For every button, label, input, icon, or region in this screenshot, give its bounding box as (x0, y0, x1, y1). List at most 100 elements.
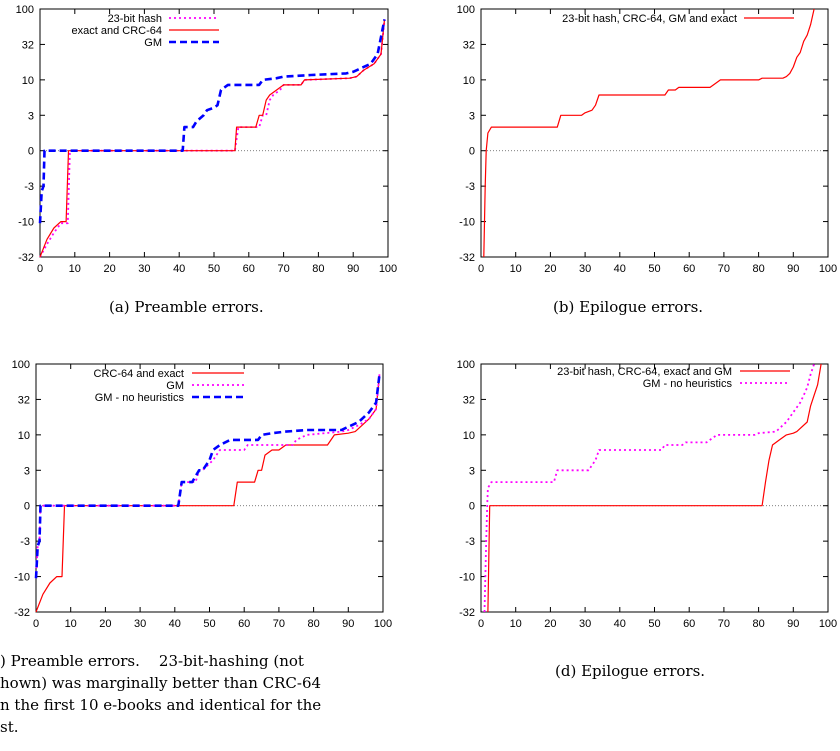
series-line-c-1 (35, 374, 381, 579)
x-tick-label-c: 50 (203, 618, 215, 630)
y-tick-label-b: -32 (459, 252, 475, 264)
plot-frame-d (480, 363, 829, 613)
x-tick-label-a: 30 (138, 263, 150, 275)
series-line-c-0 (35, 374, 381, 613)
y-tick-label-a: 32 (22, 39, 34, 51)
x-tick-label-c: 20 (99, 618, 111, 630)
caption-a: (a) Preamble errors. (109, 298, 264, 316)
y-tick-label-c: 3 (24, 465, 30, 477)
y-tick-label-d: -3 (465, 536, 475, 548)
legend-label-d-1: GM - no heuristics (643, 378, 733, 390)
x-tick-label-a: 10 (69, 263, 81, 275)
x-tick-label-c: 60 (238, 618, 250, 630)
caption-b: (b) Epilogue errors. (553, 298, 704, 316)
x-tick-label-a: 60 (243, 263, 255, 275)
x-tick-label-b: 50 (648, 263, 660, 275)
x-tick-label-d: 60 (683, 618, 695, 630)
x-tick-label-d: 10 (510, 618, 522, 630)
x-tick-label-d: 40 (614, 618, 626, 630)
y-tick-label-b: 100 (457, 4, 475, 16)
y-tick-label-b: 0 (469, 146, 475, 158)
y-tick-label-b: 32 (463, 39, 475, 51)
series-line-b-0 (483, 8, 815, 258)
plot-frame-c (35, 363, 384, 613)
x-tick-label-c: 70 (273, 618, 285, 630)
x-tick-label-b: 70 (718, 263, 730, 275)
y-tick-label-d: 0 (469, 501, 475, 513)
x-tick-label-a: 100 (379, 263, 397, 275)
y-tick-label-a: -32 (18, 252, 34, 264)
y-tick-label-a: 10 (22, 75, 34, 87)
x-tick-label-a: 80 (312, 263, 324, 275)
y-tick-label-a: -3 (24, 181, 34, 193)
y-tick-label-b: -10 (459, 217, 475, 229)
y-tick-label-d: 100 (457, 359, 475, 371)
x-tick-label-c: 100 (374, 618, 392, 630)
y-tick-label-d: 32 (463, 394, 475, 406)
x-tick-label-d: 0 (478, 618, 484, 630)
y-tick-label-a: 100 (16, 4, 34, 16)
y-tick-label-c: -3 (20, 536, 30, 548)
x-tick-label-b: 100 (819, 263, 837, 275)
x-tick-label-b: 30 (579, 263, 591, 275)
y-tick-label-c: -10 (14, 572, 30, 584)
x-tick-label-a: 40 (173, 263, 185, 275)
x-tick-label-a: 70 (277, 263, 289, 275)
y-tick-label-d: 10 (463, 430, 475, 442)
caption-d: (d) Epilogue errors. (555, 662, 706, 680)
series-line-a-1 (39, 19, 386, 258)
x-tick-label-b: 80 (752, 263, 764, 275)
x-tick-label-b: 90 (787, 263, 799, 275)
legend-label-c-1: GM (166, 380, 184, 392)
x-tick-label-b: 40 (614, 263, 626, 275)
y-tick-label-c: 0 (24, 501, 30, 513)
y-tick-label-a: 3 (28, 110, 34, 122)
legend-label-b-0: 23-bit hash, CRC-64, GM and exact (562, 13, 737, 25)
x-tick-label-a: 20 (103, 263, 115, 275)
x-tick-label-a: 50 (208, 263, 220, 275)
series-line-c-2 (34, 374, 381, 579)
y-tick-label-c: 100 (12, 359, 30, 371)
series-line-d-1 (483, 363, 815, 613)
y-tick-label-c: 32 (18, 394, 30, 406)
legend-label-c-0: CRC-64 and exact (94, 368, 185, 380)
x-tick-label-a: 90 (347, 263, 359, 275)
x-tick-label-c: 90 (342, 618, 354, 630)
y-tick-label-d: 3 (469, 465, 475, 477)
x-tick-label-b: 0 (478, 263, 484, 275)
y-tick-label-b: -3 (465, 181, 475, 193)
y-tick-label-c: 10 (18, 430, 30, 442)
caption-c: ) Preamble errors. 23-bit-hashing (not h… (0, 652, 322, 736)
x-tick-label-c: 40 (169, 618, 181, 630)
y-tick-label-b: 10 (463, 75, 475, 87)
y-tick-label-a: 0 (28, 146, 34, 158)
x-tick-label-d: 100 (819, 618, 837, 630)
plot-frame-b (480, 8, 829, 258)
x-tick-label-b: 20 (544, 263, 556, 275)
series-line-d-0 (487, 363, 822, 613)
y-tick-label-a: -10 (18, 217, 34, 229)
y-tick-label-d: -10 (459, 572, 475, 584)
x-tick-label-d: 90 (787, 618, 799, 630)
x-tick-label-d: 20 (544, 618, 556, 630)
legend-label-d-0: 23-bit hash, CRC-64, exact and GM (557, 366, 732, 378)
series-line-a-0 (39, 19, 386, 258)
series-line-a-2 (38, 19, 386, 224)
x-tick-label-a: 0 (37, 263, 43, 275)
y-tick-label-b: 3 (469, 110, 475, 122)
legend-label-a-0: 23-bit hash (108, 13, 162, 25)
x-tick-label-b: 10 (510, 263, 522, 275)
legend-label-a-2: GM (144, 37, 162, 49)
x-tick-label-b: 60 (683, 263, 695, 275)
x-tick-label-c: 30 (134, 618, 146, 630)
x-tick-label-d: 30 (579, 618, 591, 630)
legend-label-c-2: GM - no heuristics (95, 392, 185, 404)
x-tick-label-c: 0 (33, 618, 39, 630)
x-tick-label-c: 80 (307, 618, 319, 630)
x-tick-label-d: 70 (718, 618, 730, 630)
plot-frame-a (39, 8, 389, 258)
legend-label-a-1: exact and CRC-64 (72, 25, 163, 37)
y-tick-label-d: -32 (459, 607, 475, 619)
x-tick-label-d: 50 (648, 618, 660, 630)
